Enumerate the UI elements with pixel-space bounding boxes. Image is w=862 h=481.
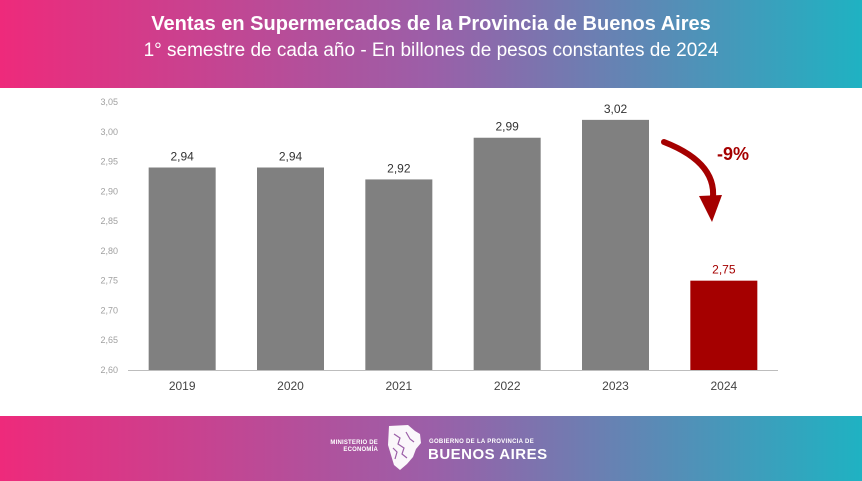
annotation-label: -9% [717,144,749,164]
bar-chart: 2,60 2,65 2,70 2,75 2,80 2,85 2,90 2,95 3,00 3,05… [100,97,778,393]
y-tick-label: 2,95 [100,157,118,167]
bar [365,179,433,370]
value-label: 3,02 [604,102,628,116]
y-tick-label: 2,85 [100,216,118,226]
gobierno-label: GOBIERNO DE LA PROVINCIA DE [429,439,534,445]
buenos-aires-label: BUENOS AIRES [428,446,548,463]
annotation-arrow [661,139,717,207]
value-label: 2,94 [279,150,303,164]
header-banner: Ventas en Supermercados de la Provincia … [0,0,862,88]
bar [473,137,541,370]
value-label: 2,94 [170,150,194,164]
bar [690,280,758,370]
ministerio-label: MINISTERIO DE ECONOMÍA [330,440,378,453]
bar [148,167,216,370]
annotation-arrowhead [699,195,722,222]
y-tick-label: 2,60 [100,365,118,375]
footer-banner: MINISTERIO DE ECONOMÍA GOBIERNO DE LA PR… [0,416,862,481]
chart-subtitle: 1° semestre de cada año - En billones de… [143,40,719,61]
chart-title: Ventas en Supermercados de la Provincia … [151,13,711,35]
y-tick-label: 3,05 [100,97,118,107]
x-tick-label: 2024 [710,379,737,393]
province-map-icon [386,424,424,477]
bar [582,119,649,370]
chart-area: 2,60 2,65 2,70 2,75 2,80 2,85 2,90 2,95 3,00 3,05… [0,88,862,416]
bar [257,167,324,370]
y-tick-label: 2,80 [100,246,118,256]
value-label: 2,99 [495,120,519,134]
y-tick-label: 2,90 [100,186,118,196]
value-label: 2,92 [387,161,411,175]
y-tick-label: 3,00 [100,127,118,137]
y-tick-label: 2,75 [100,276,118,286]
y-tick-label: 2,65 [100,335,118,345]
value-label: 2,75 [712,263,736,277]
x-tick-label: 2023 [602,379,629,393]
x-tick-label: 2021 [385,379,412,393]
x-tick-label: 2020 [277,379,304,393]
x-tick-label: 2019 [169,379,196,393]
y-tick-label: 2,70 [100,305,118,315]
x-tick-label: 2022 [494,379,521,393]
